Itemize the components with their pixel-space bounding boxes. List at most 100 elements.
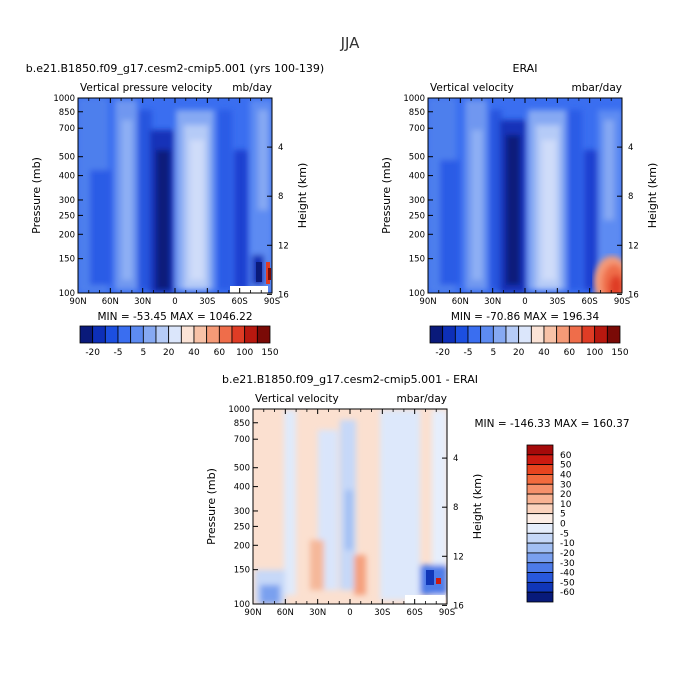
panel-model-xtick-label: 30S [199, 297, 215, 307]
panel-model-xtick-label: 30N [134, 297, 151, 307]
colorbar-swatch [168, 325, 182, 344]
panel-model-xtick-label: 60N [102, 297, 119, 307]
panel-diff-xtick-label: 90S [439, 608, 455, 618]
panel-erai-title: ERAI [513, 62, 538, 75]
colorbar-label: 20 [560, 490, 572, 500]
colorbar-swatch [231, 325, 246, 344]
colorbar-swatch [492, 325, 507, 344]
colorbar-swatch [556, 325, 570, 344]
panel-model-field [78, 98, 272, 293]
colorbar-label: 20 [513, 348, 525, 358]
panel-diff-ytick-label: 100 [234, 600, 250, 610]
colorbar-label: 60 [214, 348, 226, 358]
panel-erai-ytick-label: 400 [409, 172, 425, 182]
panel-diff-y2tick-label: 12 [453, 552, 464, 562]
colorbar-swatch [526, 503, 554, 515]
panel-diff-ylabel: Pressure (mb) [205, 468, 218, 545]
colorbar-label: 150 [611, 348, 628, 358]
panel-erai-field [428, 98, 622, 293]
colorbar-swatch [526, 562, 554, 573]
colorbar-label: -20 [435, 348, 450, 358]
panel-diff-field [253, 409, 447, 604]
colorbar-swatch [526, 474, 554, 485]
colorbar-swatch [526, 464, 554, 475]
colorbar-swatch [442, 325, 456, 344]
panel-diff-ytick-label: 500 [234, 464, 250, 474]
colorbar-swatch [180, 325, 195, 344]
colorbar-swatch [206, 325, 220, 344]
panel-erai-xtick-label: 60S [582, 297, 598, 307]
panel-diff-xtick-label: 30S [374, 608, 390, 618]
colorbar-swatch [526, 513, 554, 524]
panel-erai-xtick-label: 0 [522, 297, 527, 307]
colorbar-swatch [526, 483, 554, 495]
panel-diff-ytick-label: 850 [234, 419, 250, 429]
colorbar-swatch [526, 532, 554, 544]
panel-erai-ytick-label: 100 [409, 289, 425, 299]
colorbar-swatch [526, 591, 554, 603]
panel-model-y2tick-label: 4 [278, 143, 283, 153]
panel-diff-ytick-label: 200 [234, 541, 250, 551]
colorbar-label: 20 [163, 348, 175, 358]
panel-erai-xtick-label: 60N [452, 297, 469, 307]
colorbar-label: -5 [560, 529, 569, 539]
panel-erai: ERAI Vertical velocity mbar/day [380, 62, 659, 307]
panel-erai-ytick-label: 500 [409, 153, 425, 163]
colorbar-swatch [526, 581, 554, 593]
colorbar-swatch [104, 325, 119, 344]
panel-diff-ytick-label: 250 [234, 522, 250, 532]
panel-model-ytick-label: 250 [59, 211, 75, 221]
panel-model-xtick-label: 60S [232, 297, 248, 307]
colorbar-label: -20 [85, 348, 100, 358]
panel-erai-ytick-label: 150 [409, 255, 425, 265]
panel-erai-ylabel: Pressure (mb) [380, 157, 393, 234]
panel-model-ytick-label: 100 [59, 289, 75, 299]
panel-erai-ytick-label: 1000 [403, 94, 425, 104]
panel-erai-ytick-label: 300 [409, 196, 425, 206]
colorbar-label: -20 [560, 549, 575, 559]
colorbar-swatch [117, 325, 132, 344]
panel-diff-left-label: Vertical velocity [255, 393, 339, 405]
colorbar-label: -5 [114, 348, 123, 358]
panel-diff-xtick-label: 60N [277, 608, 294, 618]
colorbar-swatch [526, 444, 554, 456]
colorbar-label: -50 [560, 578, 575, 588]
colorbar-swatch [92, 325, 106, 344]
panel-diff-xtick-label: 0 [347, 608, 352, 618]
colorbar-swatch [526, 493, 554, 505]
colorbar-label: 5 [140, 348, 146, 358]
colorbar-swatch [581, 325, 596, 344]
panel-model-ylabel: Pressure (mb) [30, 157, 43, 234]
panel-model-xtick-label: 90N [69, 297, 86, 307]
colorbar-swatch [193, 325, 208, 344]
panel-model-minmax: MIN = -53.45 MAX = 1046.22 [98, 311, 253, 323]
colorbar-swatch [526, 523, 554, 534]
colorbar-swatch [526, 542, 554, 554]
colorbar-swatch [429, 325, 444, 344]
panel-model-ytick-label: 850 [59, 108, 75, 118]
panel-diff-minmax: MIN = -146.33 MAX = 160.37 [475, 418, 630, 430]
panel-erai-ytick-label: 850 [409, 108, 425, 118]
panel-erai-units-label: mbar/day [572, 82, 623, 94]
panel-model: b.e21.B1850.f09_g17.cesm2-cmip5.001 (yrs… [26, 62, 324, 307]
colorbar-swatch [526, 552, 554, 564]
colorbar-swatch [606, 325, 621, 344]
colorbar-swatch [526, 572, 554, 583]
colorbar-swatch [505, 325, 520, 344]
panel-erai-ytick-label: 700 [409, 124, 425, 134]
panel-model-xtick-label: 90S [264, 297, 280, 307]
colorbar-label: 60 [560, 451, 572, 461]
panel-diff-y2label: Height (km) [471, 474, 484, 540]
colorbar-swatch [244, 325, 258, 344]
panel-erai-minmax: MIN = -70.86 MAX = 196.34 [451, 311, 600, 323]
panel-model-y2tick-label: 8 [278, 192, 283, 202]
panel-diff-y2tick-label: 16 [453, 601, 464, 611]
panel-model-title: b.e21.B1850.f09_g17.cesm2-cmip5.001 (yrs… [26, 62, 324, 75]
panel-erai-y2tick-label: 8 [628, 192, 633, 202]
panel-diff-units-label: mbar/day [397, 393, 448, 405]
colorbar-label: 60 [564, 348, 576, 358]
panel-diff-ytick-label: 150 [234, 566, 250, 576]
colorbar-label: 40 [560, 470, 572, 480]
